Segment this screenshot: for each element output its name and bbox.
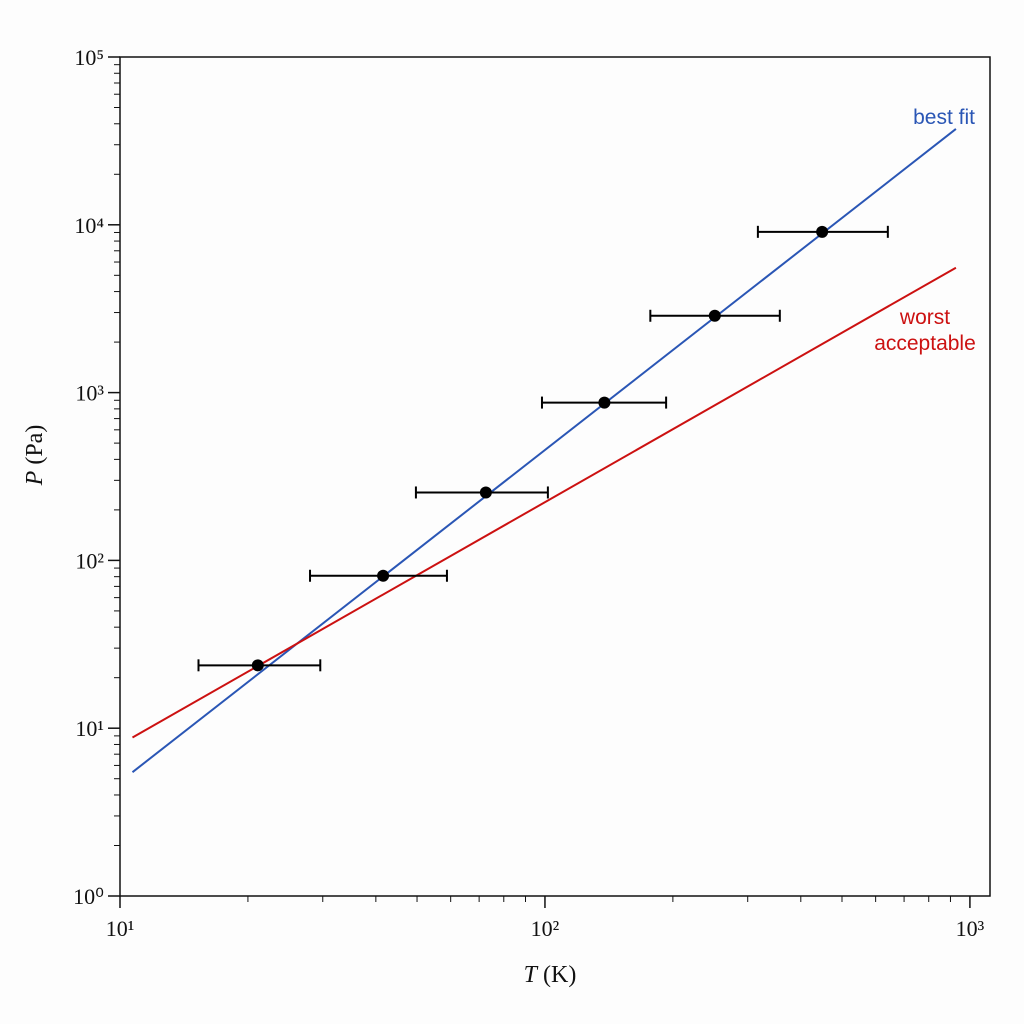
x-axis-label: T (K): [524, 962, 577, 988]
best-fit-label: best fit: [913, 106, 975, 129]
y-tick-label: 10³: [75, 381, 104, 406]
y-label-unit: (Pa): [22, 425, 48, 465]
y-tick-label: 10⁴: [74, 213, 104, 238]
worst-label: worst acceptable: [874, 306, 976, 355]
data-point: [598, 396, 611, 409]
y-axis-label: P (Pa): [22, 425, 48, 487]
x-label-unit: (K): [543, 962, 576, 988]
data-point: [816, 225, 829, 238]
x-tick-label: 10³: [956, 916, 985, 941]
data-point: [377, 569, 390, 582]
fit-line: [131, 128, 957, 773]
fit-line: [131, 266, 957, 739]
y-tick-label: 10⁵: [74, 45, 104, 70]
data-point: [479, 486, 492, 499]
x-tick-label: 10²: [531, 916, 560, 941]
plot-frame: [119, 56, 991, 897]
x-label-symbol: T: [524, 962, 539, 988]
y-tick-label: 10⁰: [73, 884, 104, 909]
x-tick-label: 10¹: [106, 916, 135, 941]
y-tick-label: 10¹: [75, 716, 104, 741]
data-point: [708, 309, 721, 322]
data-point: [251, 659, 264, 672]
y-tick-label: 10²: [75, 548, 104, 573]
y-label-symbol: P: [22, 470, 48, 486]
